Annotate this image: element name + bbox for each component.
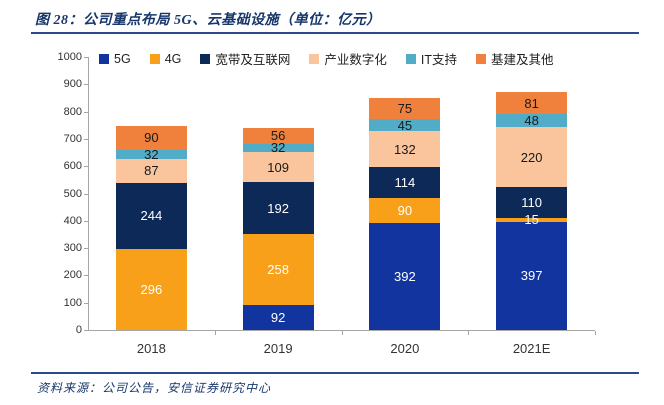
footer-rule: [31, 372, 639, 374]
x-tick-label: 2018: [136, 341, 166, 356]
bar-segment: [115, 125, 187, 151]
y-axis-tick: [84, 84, 89, 86]
bar-segment: [369, 167, 441, 199]
bar-segment: [115, 182, 187, 250]
y-tick-label: 100: [63, 296, 82, 309]
bar-segment: [242, 182, 314, 235]
legend-label: 基建及其他: [491, 53, 554, 67]
title-underline: [31, 32, 639, 34]
legend-item: IT支持: [405, 49, 458, 68]
y-tick-label: 600: [63, 160, 82, 173]
y-tick-label: 700: [63, 132, 82, 145]
stacked-bar: 92 258 192 109 32 56: [242, 0, 314, 330]
bar-segment: [496, 127, 568, 188]
x-tick-label: 2019: [263, 341, 293, 356]
x-axis-tick: [214, 331, 216, 335]
chart-area: 5G 4G 宽带及互联网 产业数字化 IT支持 基建及其他 0 100 200 300 400 50…: [57, 0, 596, 356]
x-axis-line: [88, 330, 595, 331]
bar-segment: [496, 187, 568, 218]
legend-swatch-icon: [149, 53, 160, 64]
legend-swatch-icon: [309, 53, 320, 64]
bar-segment: [496, 114, 568, 128]
y-tick-label: 400: [63, 214, 82, 227]
y-tick-label: 0: [75, 324, 82, 336]
stacked-bar: 392 90 114 132 45 75: [369, 0, 441, 330]
y-axis-tick: [84, 193, 89, 195]
bar-segment: [242, 143, 314, 153]
y-tick-label: 900: [63, 78, 82, 91]
legend-item: 5G: [99, 52, 131, 66]
y-tick-label: 300: [63, 242, 82, 255]
legend-label: 5G: [114, 51, 131, 66]
bar-segment: [115, 158, 187, 183]
legend-item: 4G: [149, 51, 182, 66]
legend-item: 产业数字化: [309, 49, 387, 68]
y-axis-tick: [84, 330, 89, 331]
legend-label: 4G: [164, 51, 182, 66]
bar-segment: [115, 249, 187, 330]
figure-title: 图 28：公司重点布局 5G、云基础设施（单位：亿元）: [35, 13, 381, 28]
bar-segment: [496, 92, 568, 115]
bar-segment: [369, 118, 441, 132]
legend-label: 宽带及互联网: [215, 53, 291, 67]
y-tick-label: 800: [63, 105, 82, 118]
y-axis-tick: [84, 111, 89, 113]
x-axis-tick: [595, 331, 596, 335]
bar-segment: [115, 150, 187, 159]
x-tick-label: 2020: [390, 341, 420, 356]
y-axis-tick: [84, 275, 89, 277]
y-axis-tick: [84, 57, 89, 58]
bar-segment: [242, 152, 314, 183]
stacked-bar: 397 15 110 220 48 81: [496, 0, 568, 330]
bar-segment: [369, 131, 441, 168]
bar-segment: [369, 222, 441, 330]
x-axis-tick: [341, 331, 343, 335]
y-tick-label: 200: [63, 269, 82, 282]
x-axis-tick: [468, 331, 470, 335]
bar-segment: [242, 304, 314, 330]
y-axis-tick: [84, 220, 89, 222]
legend-swatch-icon: [476, 53, 487, 64]
bar-segment: [242, 128, 314, 144]
x-tick-label: 2021E: [512, 341, 551, 356]
chart-legend: 5G 4G 宽带及互联网 产业数字化 IT支持 基建及其他: [99, 49, 554, 68]
bar-segment: [242, 234, 314, 305]
legend-swatch-icon: [405, 53, 416, 64]
legend-item: 基建及其他: [476, 49, 554, 68]
y-axis-tick: [84, 248, 89, 250]
bar-segment: [496, 217, 568, 222]
legend-label: 产业数字化: [324, 53, 387, 67]
y-tick-label: 500: [63, 187, 82, 200]
y-tick-label: 1000: [57, 51, 82, 63]
y-axis-tick: [84, 166, 89, 168]
legend-swatch-icon: [200, 53, 211, 64]
bar-segment: [369, 98, 441, 119]
y-axis-tick: [84, 138, 89, 140]
legend-swatch-icon: [99, 53, 109, 64]
bar-segment: [369, 198, 441, 223]
source-text: 资料来源：公司公告，安信证券研究中心: [37, 381, 272, 395]
y-axis-tick: [84, 302, 89, 304]
stacked-bar: 296 244 87 32 90: [115, 0, 187, 330]
legend-item: 宽带及互联网: [200, 49, 290, 68]
bar-segment: [496, 221, 568, 330]
legend-label: IT支持: [420, 53, 458, 67]
